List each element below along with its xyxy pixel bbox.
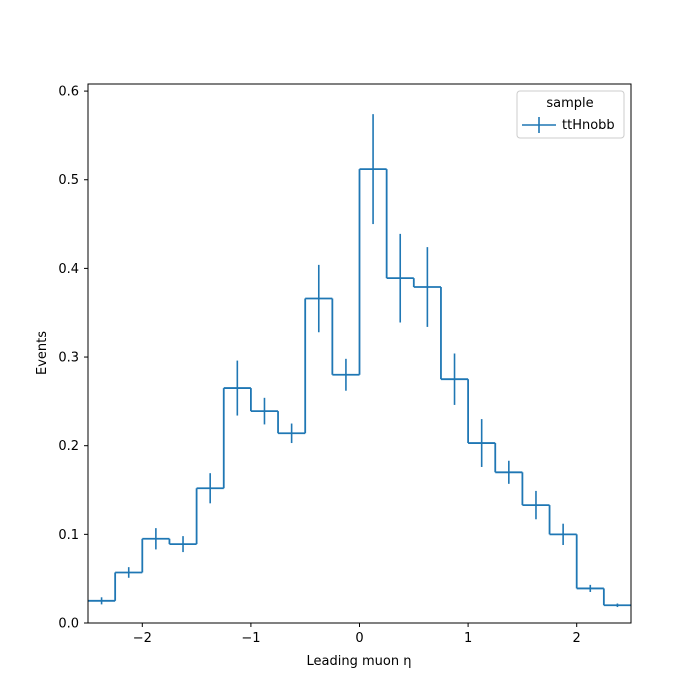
legend-box	[516, 90, 625, 139]
legend: sample ttHnobb	[516, 90, 625, 139]
y-tick-label: 0.4	[58, 262, 79, 277]
plot-layer	[88, 114, 631, 608]
y-tick-label: 0.0	[58, 617, 79, 632]
y-axis-ticks: 0.0 0.1 0.2 0.3 0.4 0.5 0.6	[58, 85, 88, 632]
x-tick-label: −2	[133, 631, 152, 646]
y-tick-label: 0.6	[58, 85, 79, 100]
y-tick-label: 0.3	[58, 351, 79, 366]
y-tick-label: 0.5	[58, 173, 79, 188]
x-axis-label: Leading muon η	[307, 654, 412, 669]
y-tick-label: 0.2	[58, 439, 79, 454]
x-axis-ticks: −2 −1 0 1 2	[133, 623, 581, 646]
legend-title: sample	[546, 96, 593, 111]
y-axis-label: Events	[35, 331, 50, 375]
x-tick-label: 0	[355, 631, 363, 646]
x-tick-label: −1	[241, 631, 260, 646]
x-tick-label: 2	[573, 631, 581, 646]
legend-entry-label: ttHnobb	[562, 118, 615, 133]
x-tick-label: 1	[464, 631, 472, 646]
y-tick-label: 0.1	[58, 528, 79, 543]
